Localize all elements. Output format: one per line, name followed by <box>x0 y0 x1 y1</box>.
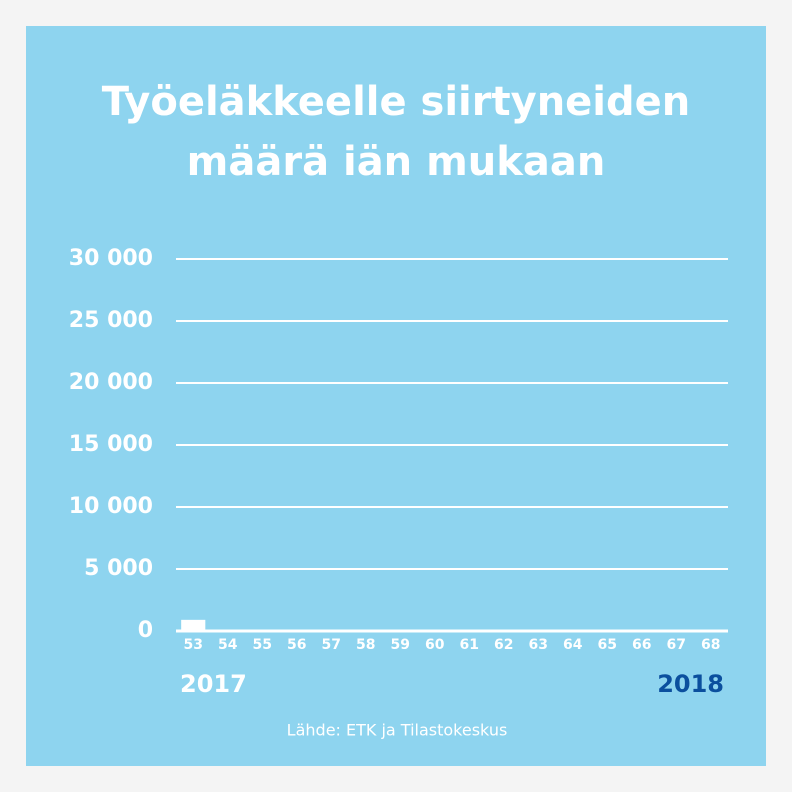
x-tick-label: 59 <box>391 637 410 653</box>
y-tick-label: 15 000 <box>69 432 153 457</box>
x-tick-label: 53 <box>184 637 203 653</box>
x-tick-label: 60 <box>425 637 445 653</box>
x-tick-label: 65 <box>598 637 617 653</box>
x-tick-label: 66 <box>632 637 651 653</box>
y-tick-label: 20 000 <box>69 370 153 395</box>
x-tick-label: 63 <box>529 637 548 653</box>
bar <box>181 619 206 631</box>
x-tick-label: 62 <box>494 637 513 653</box>
x-tick-label: 54 <box>218 637 238 653</box>
x-tick-label: 67 <box>667 637 686 653</box>
y-tick-label: 5 000 <box>84 556 153 581</box>
panel <box>26 26 766 766</box>
y-tick-label: 25 000 <box>69 308 153 333</box>
x-tick-label: 56 <box>287 637 306 653</box>
x-tick-label: 58 <box>356 637 375 653</box>
x-tick-label: 68 <box>701 637 720 653</box>
x-tick-label: 57 <box>322 637 341 653</box>
y-tick-label: 0 <box>138 618 153 643</box>
chart-title: Työeläkkeelle siirtyneiden määrä iän muk… <box>101 79 691 185</box>
source: Lähde: ETK ja Tilastokeskus <box>287 721 508 740</box>
x-tick-label: 61 <box>460 637 479 653</box>
x-tick-label: 55 <box>253 637 272 653</box>
year-label: 2018 <box>657 670 724 698</box>
year-label: 2017 <box>180 670 247 698</box>
y-tick-label: 30 000 <box>69 246 153 271</box>
y-tick-label: 10 000 <box>69 494 153 519</box>
x-tick-label: 64 <box>563 637 583 653</box>
